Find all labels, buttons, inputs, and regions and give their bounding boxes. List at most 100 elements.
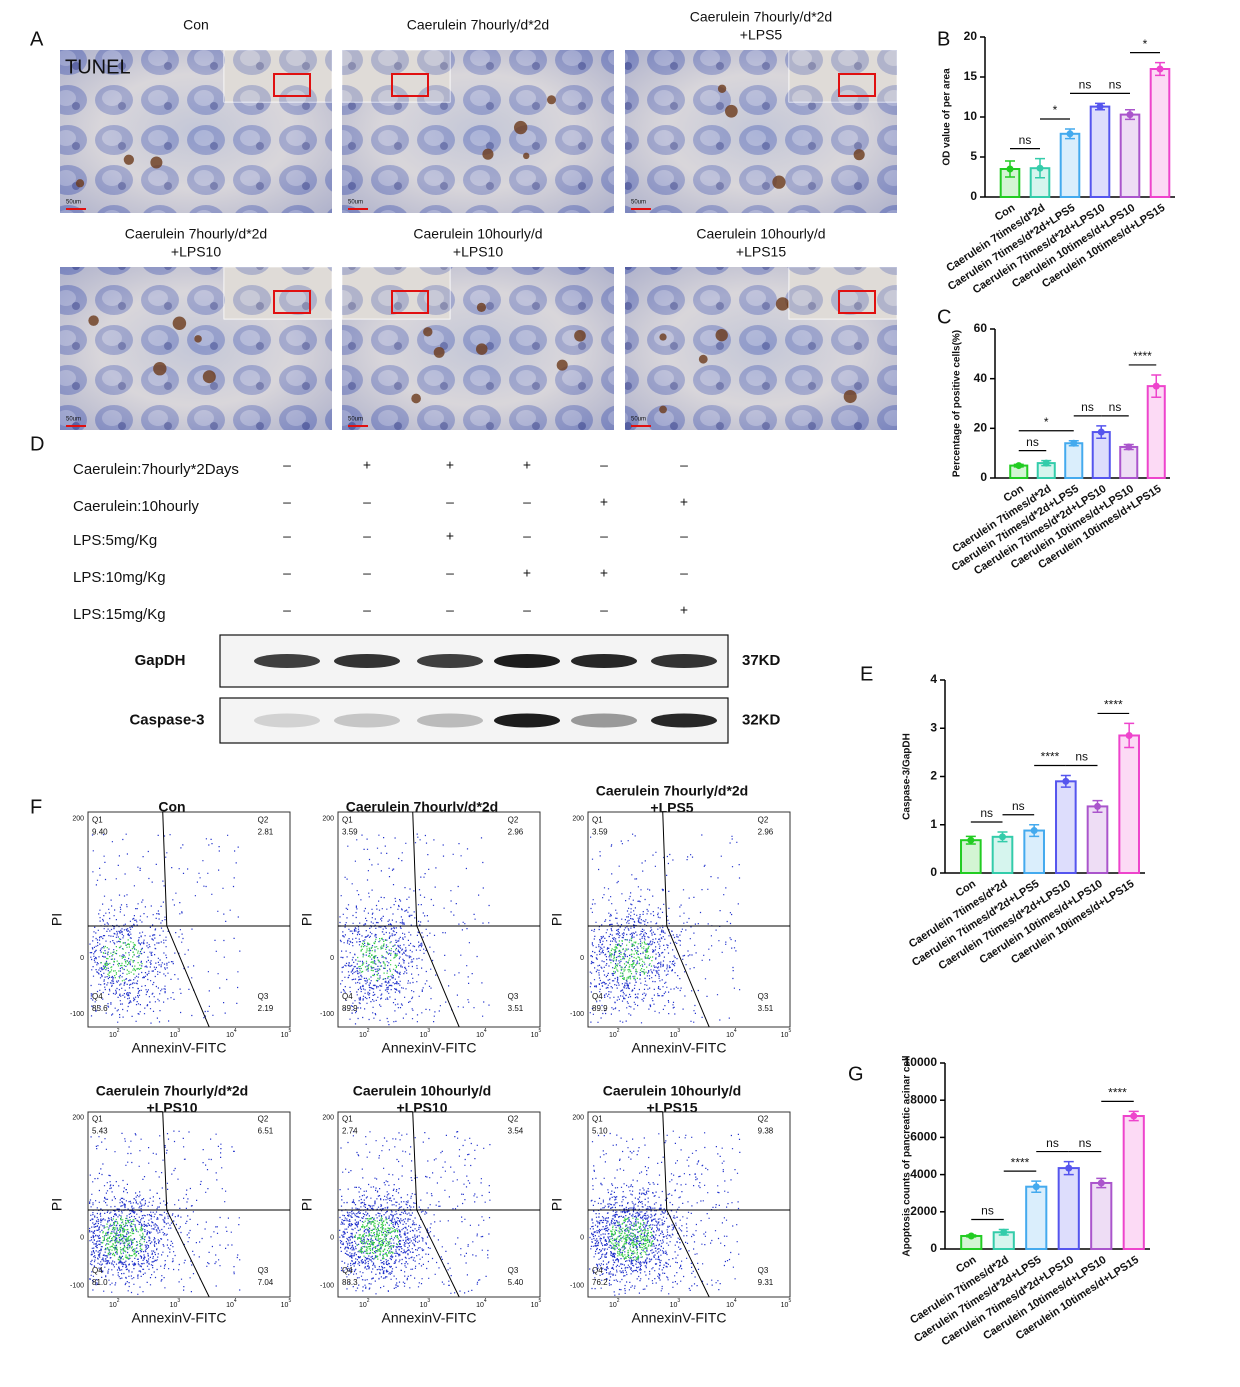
inset-texture — [789, 50, 897, 102]
flow-x-label: AnnexinV-FITC — [632, 1310, 727, 1326]
quadrant-name: Q2 — [258, 1115, 269, 1124]
apoptotic-cell — [75, 179, 85, 188]
apoptotic-cell — [698, 354, 708, 364]
treatment-mark: – — [523, 602, 531, 618]
mean-dot — [1125, 731, 1133, 739]
flow-x-tick-exp: 2 — [367, 1028, 370, 1034]
treatment-label: Caerulein:10hourly — [73, 498, 199, 515]
quadrant-percent: 2.74 — [342, 1127, 358, 1136]
apoptotic-cell — [88, 315, 99, 326]
quadrant-percent: 2.81 — [258, 828, 274, 837]
y-tick-label: 20 — [974, 421, 988, 435]
significance-label: ns — [980, 806, 993, 820]
apoptotic-cell — [775, 297, 790, 311]
treatment-mark: – — [446, 602, 454, 618]
mean-dot — [1000, 1228, 1008, 1236]
y-tick-label: 3 — [930, 720, 937, 734]
y-tick-label: 2 — [930, 769, 937, 783]
y-tick-label: 20 — [964, 29, 978, 43]
mean-dot — [1015, 462, 1023, 470]
flow-title: Caerulein 7hourly/d*2d — [96, 1083, 248, 1099]
bar — [1064, 442, 1084, 480]
quadrant-percent: 2.96 — [758, 828, 774, 837]
significance-label: ns — [1081, 400, 1094, 414]
y-tick-label: 4000 — [910, 1167, 937, 1181]
apoptotic-cell — [717, 84, 727, 93]
quadrant-name: Q1 — [92, 816, 103, 825]
treatment-mark: – — [283, 602, 291, 618]
flow-y-tick: 200 — [322, 815, 334, 822]
bar — [1146, 385, 1166, 479]
inset-texture — [224, 267, 332, 319]
bar — [1119, 113, 1141, 198]
mean-dot — [1042, 459, 1050, 467]
y-tick-label: 1 — [930, 817, 937, 831]
image-title: Caerulein 7hourly/d*2d — [407, 17, 549, 33]
flow-y-label: PI — [299, 1198, 315, 1211]
flow-x-tick-base: 10 — [281, 1302, 289, 1309]
flow-y-tick: 200 — [322, 1114, 334, 1121]
quadrant-percent: 3.51 — [508, 1004, 524, 1013]
y-tick-label: 6000 — [910, 1130, 937, 1144]
quadrant-name: Q1 — [342, 1115, 353, 1124]
apoptotic-cell — [423, 327, 433, 337]
stain-label: TUNEL — [65, 56, 131, 78]
apoptotic-cell — [725, 104, 738, 118]
quadrant-name: Q1 — [592, 816, 603, 825]
flow-x-tick: 105 — [281, 1298, 292, 1309]
treatment-mark: – — [680, 528, 688, 544]
blot-band — [254, 713, 320, 728]
y-tick-label: 10000 — [904, 1055, 938, 1069]
treatment-mark: – — [680, 457, 688, 473]
quadrant-name: Q4 — [92, 992, 103, 1001]
flow-frame — [87, 1111, 291, 1298]
treatment-label: Caerulein:7hourly*2Days — [73, 461, 239, 478]
quadrant-percent: 3.59 — [592, 828, 608, 837]
flow-x-label: AnnexinV-FITC — [382, 1040, 477, 1056]
mean-dot — [1036, 164, 1044, 172]
apoptotic-cell — [153, 362, 167, 376]
image-title: +LPS10 — [171, 244, 221, 260]
bar — [1057, 1167, 1080, 1250]
flow-x-tick-exp: 5 — [288, 1298, 291, 1304]
apoptotic-cell — [513, 120, 528, 135]
blot-band — [334, 713, 400, 728]
mean-dot — [1094, 802, 1101, 810]
flow-x-tick: 105 — [531, 1028, 542, 1039]
bar — [1122, 1115, 1145, 1251]
flow-x-tick-exp: 3 — [427, 1298, 430, 1304]
flow-x-label: AnnexinV-FITC — [632, 1040, 727, 1056]
scale-bar-label: 50um — [66, 417, 81, 423]
significance-label: ns — [1046, 1136, 1059, 1150]
flow-x-tick-exp: 4 — [734, 1298, 737, 1304]
treatment-mark: + — [600, 494, 608, 510]
flow-x-tick: 103 — [170, 1028, 181, 1039]
y-tick-label: 0 — [930, 865, 937, 879]
inset-box — [273, 73, 311, 97]
treatment-mark: – — [283, 528, 291, 544]
treatment-mark: – — [600, 528, 608, 544]
band-name: Caspase-3 — [129, 711, 204, 728]
flow-x-tick-exp: 3 — [177, 1298, 180, 1304]
treatment-mark: – — [680, 565, 688, 581]
flow-x-tick-exp: 4 — [234, 1028, 237, 1034]
quadrant-name: Q1 — [92, 1115, 103, 1124]
y-tick-label: 0 — [930, 1241, 937, 1255]
apoptotic-cell — [194, 335, 202, 343]
quadrant-percent: 3.51 — [758, 1004, 774, 1013]
image-title: Caerulein 10hourly/d — [413, 226, 542, 242]
flow-y-tick: 0 — [80, 1235, 84, 1242]
flow-y-tick: 200 — [72, 1114, 84, 1121]
scale-bar-label: 50um — [631, 417, 646, 423]
quadrant-percent: 9.38 — [758, 1127, 774, 1136]
treatment-mark: + — [523, 565, 531, 581]
quadrant-name: Q4 — [342, 1266, 353, 1275]
bar — [1025, 1185, 1048, 1250]
flow-x-tick-exp: 3 — [677, 1298, 680, 1304]
quadrant-percent: 5.10 — [592, 1127, 608, 1136]
flow-events — [89, 833, 241, 1024]
quadrant-name: Q3 — [258, 1266, 269, 1275]
y-tick-label: 4 — [930, 672, 937, 686]
gate-line — [412, 811, 460, 1028]
treatment-label: LPS:15mg/Kg — [73, 606, 166, 623]
